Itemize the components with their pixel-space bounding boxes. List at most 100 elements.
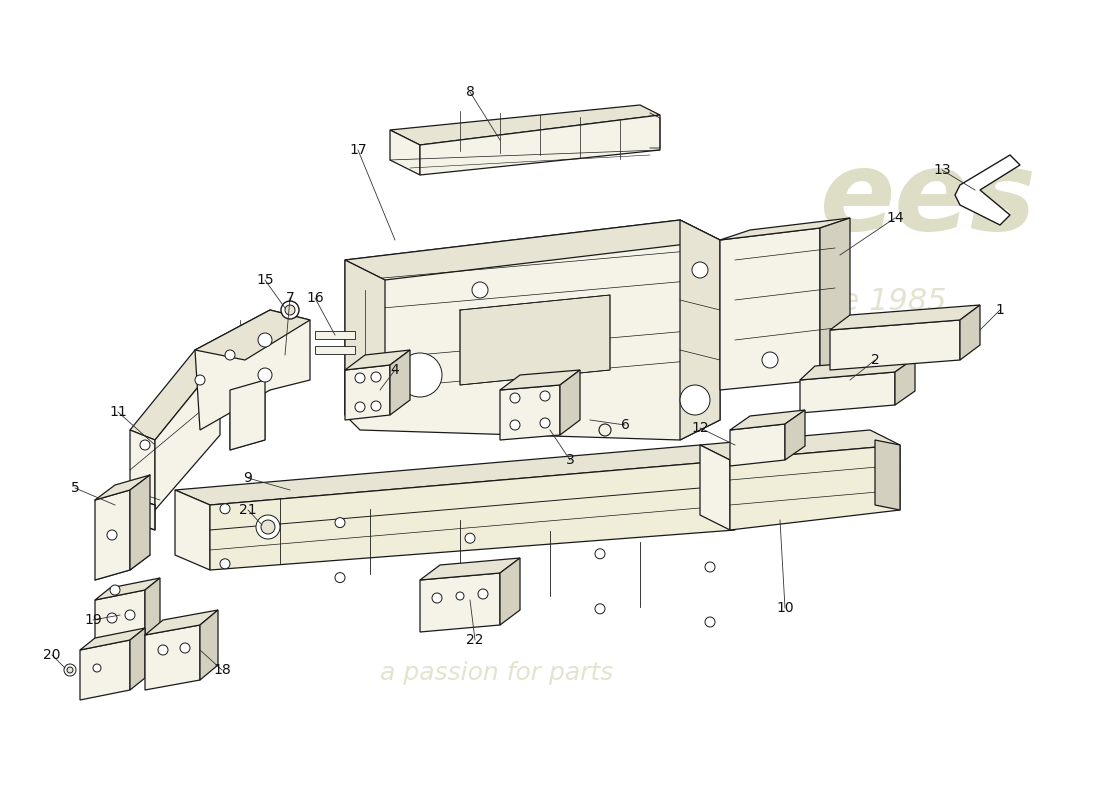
Circle shape	[540, 391, 550, 401]
Polygon shape	[820, 218, 850, 380]
Text: 1: 1	[996, 303, 1004, 317]
Circle shape	[680, 385, 710, 415]
Polygon shape	[500, 385, 560, 440]
Circle shape	[465, 588, 475, 598]
Text: 12: 12	[691, 421, 708, 435]
Polygon shape	[680, 220, 720, 440]
Polygon shape	[730, 410, 805, 430]
Circle shape	[258, 368, 272, 382]
Text: 7: 7	[286, 291, 295, 305]
Polygon shape	[874, 440, 900, 510]
Polygon shape	[175, 445, 735, 505]
Polygon shape	[125, 495, 155, 530]
Circle shape	[67, 667, 73, 673]
Polygon shape	[460, 295, 610, 385]
Text: since 1985: since 1985	[780, 287, 946, 316]
Text: 19: 19	[84, 613, 102, 627]
Circle shape	[195, 375, 205, 385]
Circle shape	[158, 645, 168, 655]
Polygon shape	[345, 350, 410, 370]
Polygon shape	[730, 445, 900, 530]
Circle shape	[226, 350, 235, 360]
Circle shape	[478, 589, 488, 599]
Text: 21: 21	[239, 503, 256, 517]
Polygon shape	[800, 372, 895, 413]
Circle shape	[336, 573, 345, 582]
Text: 4: 4	[390, 363, 399, 377]
Circle shape	[140, 440, 150, 450]
Polygon shape	[315, 346, 355, 354]
Circle shape	[64, 664, 76, 676]
Text: 15: 15	[256, 273, 274, 287]
Polygon shape	[195, 310, 310, 360]
Circle shape	[371, 372, 381, 382]
Polygon shape	[955, 155, 1020, 225]
Circle shape	[94, 664, 101, 672]
Circle shape	[107, 530, 117, 540]
Circle shape	[705, 562, 715, 572]
Text: 10: 10	[777, 601, 794, 615]
Polygon shape	[130, 350, 220, 440]
Polygon shape	[390, 350, 410, 415]
Polygon shape	[130, 628, 145, 690]
Circle shape	[355, 373, 365, 383]
Polygon shape	[80, 628, 145, 650]
Circle shape	[285, 305, 295, 315]
Polygon shape	[700, 430, 900, 460]
Circle shape	[692, 262, 708, 278]
Polygon shape	[145, 625, 200, 690]
Circle shape	[510, 420, 520, 430]
Circle shape	[336, 518, 345, 528]
Circle shape	[595, 604, 605, 614]
Polygon shape	[500, 558, 520, 625]
Polygon shape	[420, 573, 500, 632]
Polygon shape	[895, 358, 915, 405]
Text: a passion for parts: a passion for parts	[379, 661, 614, 685]
Circle shape	[456, 592, 464, 600]
Polygon shape	[95, 490, 130, 580]
Circle shape	[258, 333, 272, 347]
Polygon shape	[345, 260, 385, 415]
Circle shape	[600, 424, 610, 436]
Text: 14: 14	[887, 211, 904, 225]
Polygon shape	[95, 578, 160, 600]
Polygon shape	[420, 115, 660, 175]
Circle shape	[371, 401, 381, 411]
Polygon shape	[390, 105, 660, 145]
Circle shape	[180, 643, 190, 653]
Text: 13: 13	[933, 163, 950, 177]
Circle shape	[261, 520, 275, 534]
Polygon shape	[210, 460, 735, 570]
Polygon shape	[200, 610, 218, 680]
Text: 18: 18	[213, 663, 231, 677]
Polygon shape	[145, 578, 160, 640]
Circle shape	[280, 301, 299, 319]
Polygon shape	[95, 475, 150, 500]
Circle shape	[110, 585, 120, 595]
Circle shape	[220, 504, 230, 514]
Text: ees: ees	[820, 146, 1037, 253]
Polygon shape	[800, 358, 915, 380]
Polygon shape	[175, 490, 210, 570]
Polygon shape	[95, 590, 145, 650]
Circle shape	[125, 610, 135, 620]
Text: 5: 5	[70, 481, 79, 495]
Text: 9: 9	[243, 471, 252, 485]
Polygon shape	[345, 365, 390, 420]
Circle shape	[355, 402, 365, 412]
Text: 11: 11	[109, 405, 126, 419]
Polygon shape	[345, 220, 720, 280]
Text: 3: 3	[565, 453, 574, 467]
Polygon shape	[830, 305, 980, 330]
Polygon shape	[390, 130, 420, 175]
Circle shape	[107, 613, 117, 623]
Text: 20: 20	[43, 648, 60, 662]
Circle shape	[705, 617, 715, 627]
Text: 8: 8	[465, 85, 474, 99]
Polygon shape	[560, 370, 580, 435]
Circle shape	[220, 558, 230, 569]
Circle shape	[256, 515, 280, 539]
Text: 22: 22	[466, 633, 484, 647]
Text: 16: 16	[306, 291, 323, 305]
Polygon shape	[500, 370, 580, 390]
